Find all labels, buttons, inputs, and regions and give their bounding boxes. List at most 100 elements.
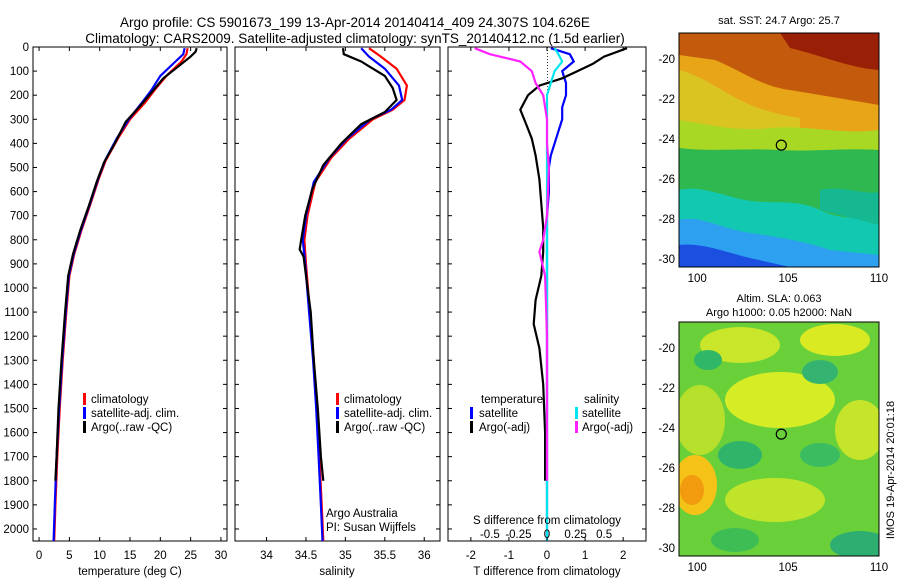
sst-map-frame — [678, 32, 880, 268]
legend-swatch-satellite — [336, 407, 339, 419]
legend-label-climatology: climatology — [344, 394, 402, 406]
sla-map-image — [679, 322, 879, 556]
xtick-label-d-3: 1 — [582, 550, 588, 562]
ytick-label-14: 1400 — [3, 379, 29, 391]
xtick-label-s-4: 36 — [418, 550, 431, 562]
legend-swatch-argo — [83, 421, 86, 433]
difference-lines — [474, 47, 628, 541]
xtick-label-t-1: 5 — [66, 550, 72, 562]
series-line-t-2 — [54, 47, 198, 481]
temperature-lines — [52, 47, 198, 541]
map-xtick-label-sla-1: 105 — [778, 562, 797, 574]
map-ytick-label-sla-3: -26 — [658, 463, 675, 475]
map-ytick-label-sla-2: -24 — [658, 423, 675, 435]
map-xtick-label-sst-1: 105 — [778, 273, 797, 285]
ytick-label-4: 400 — [10, 138, 29, 150]
legend-label-argo: Argo(..raw -QC) — [344, 422, 425, 434]
legend-swatch-satellite — [83, 407, 86, 419]
stick-label-3: 0.25 — [564, 529, 586, 541]
ytick-label-3: 300 — [10, 114, 29, 126]
ytick-label-1: 100 — [10, 66, 29, 78]
sla-map-title-line1: Altim. SLA: 0.063 — [737, 293, 822, 305]
legend-label-argo: Argo(..raw -QC) — [91, 422, 172, 434]
legend-swatch-s-satellite — [575, 407, 578, 419]
xtick-label-s-0: 34 — [260, 550, 273, 562]
legend-title-salinity: salinity — [584, 394, 619, 406]
map-ytick-label-sst-5: -30 — [658, 254, 675, 266]
series-line-d-2 — [545, 47, 564, 541]
map-ytick-label-sst-3: -26 — [658, 174, 675, 186]
salinity-lines — [298, 47, 409, 541]
series-line-d-0 — [545, 47, 576, 541]
ytick-label-6: 600 — [10, 187, 29, 199]
xtick-label-t-6: 30 — [215, 550, 228, 562]
ytick-label-16: 1600 — [3, 428, 29, 440]
ytick-label-9: 900 — [10, 259, 29, 271]
legend-label-t-satellite: satellite — [479, 408, 518, 420]
stick-label-2: 0 — [544, 529, 550, 541]
argo-location-marker — [775, 428, 787, 440]
ytick-label-20: 2000 — [3, 524, 29, 536]
ytick-label-18: 1800 — [3, 476, 29, 488]
ytick-label-0: 0 — [23, 42, 29, 54]
sla-map-title-line2: Argo h1000: 0.05 h2000: NaN — [706, 307, 852, 319]
map-ytick-label-sla-5: -30 — [658, 543, 675, 555]
xtick-label-d-4: 2 — [620, 550, 626, 562]
ytick-label-5: 500 — [10, 162, 29, 174]
ytick-label-8: 800 — [10, 235, 29, 247]
ytick-label-10: 1000 — [3, 283, 29, 295]
map-ytick-label-sst-4: -28 — [658, 214, 675, 226]
xtick-label-t-5: 25 — [184, 550, 197, 562]
map-ytick-label-sst-0: -20 — [658, 54, 675, 66]
map-xtick-label-sla-0: 100 — [688, 562, 707, 574]
map-ytick-label-sla-0: -20 — [658, 343, 675, 355]
ytick-label-2: 200 — [10, 90, 29, 102]
difference-xlabel-top: S difference from climatology — [473, 515, 621, 527]
salinity-axes-frame — [234, 46, 441, 542]
series-line-s-1 — [301, 47, 404, 541]
xtick-label-t-4: 20 — [154, 550, 167, 562]
temperature-xlabel: temperature (deg C) — [78, 566, 182, 578]
legend-swatch-climatology — [336, 393, 339, 405]
xtick-label-t-0: 0 — [36, 550, 42, 562]
ytick-label-13: 1300 — [3, 355, 29, 367]
difference-legend: temperature salinity satellite Argo(-adj… — [470, 394, 633, 434]
figure-title-line1: Argo profile: CS 5901673_199 13-Apr-2014… — [120, 15, 590, 30]
legend-swatch-t-argo — [470, 421, 473, 433]
map-ytick-label-sst-2: -24 — [658, 134, 675, 146]
map-ytick-label-sla-1: -22 — [658, 383, 675, 395]
legend-label-s-argo: Argo(-adj) — [582, 422, 633, 434]
series-line-d-3 — [474, 47, 551, 481]
temperature-legend: climatology satellite-adj. clim. Argo(..… — [83, 393, 179, 434]
annotation-pi: PI: Susan Wijffels — [326, 522, 416, 534]
xtick-label-s-1: 34.5 — [295, 550, 317, 562]
legend-swatch-t-satellite — [470, 407, 473, 419]
legend-label-satellite: satellite-adj. clim. — [344, 408, 432, 420]
map-xtick-label-sst-2: 110 — [870, 273, 888, 285]
map-ytick-label-sst-1: -22 — [658, 94, 675, 106]
stick-label-1: -0.25 — [505, 529, 531, 541]
map-ytick-label-sla-4: -28 — [658, 503, 675, 515]
ytick-label-17: 1700 — [3, 452, 29, 464]
ytick-label-19: 1900 — [3, 500, 29, 512]
series-line-t-0 — [53, 47, 189, 541]
xtick-label-t-2: 10 — [93, 550, 106, 562]
series-line-t-1 — [52, 47, 186, 541]
ytick-label-11: 1100 — [4, 307, 29, 319]
legend-swatch-s-argo — [575, 421, 578, 433]
legend-title-temperature: temperature — [481, 394, 543, 406]
argo-location-marker — [775, 139, 787, 151]
legend-label-t-argo: Argo(-adj) — [479, 422, 530, 434]
ytick-label-12: 1200 — [3, 331, 29, 343]
imos-credit: IMOS 19-Apr-2014 20:01:18 — [885, 401, 897, 539]
map-xtick-label-sst-0: 100 — [688, 273, 707, 285]
series-line-d-1 — [519, 47, 628, 481]
figure-title-line2: Climatology: CARS2009. Satellite-adjuste… — [85, 31, 625, 46]
salinity-xlabel: salinity — [319, 566, 354, 578]
map-xtick-label-sla-2: 110 — [870, 562, 888, 574]
ytick-label-15: 1500 — [3, 403, 29, 415]
axis-ticks: 0 5 10 15 20 25 30 34 34.5 35 35.5 36 -2 -1 0 1 20100200… — [3, 42, 888, 574]
ytick-label-7: 700 — [10, 211, 29, 223]
stick-label-4: 0.5 — [596, 529, 612, 541]
